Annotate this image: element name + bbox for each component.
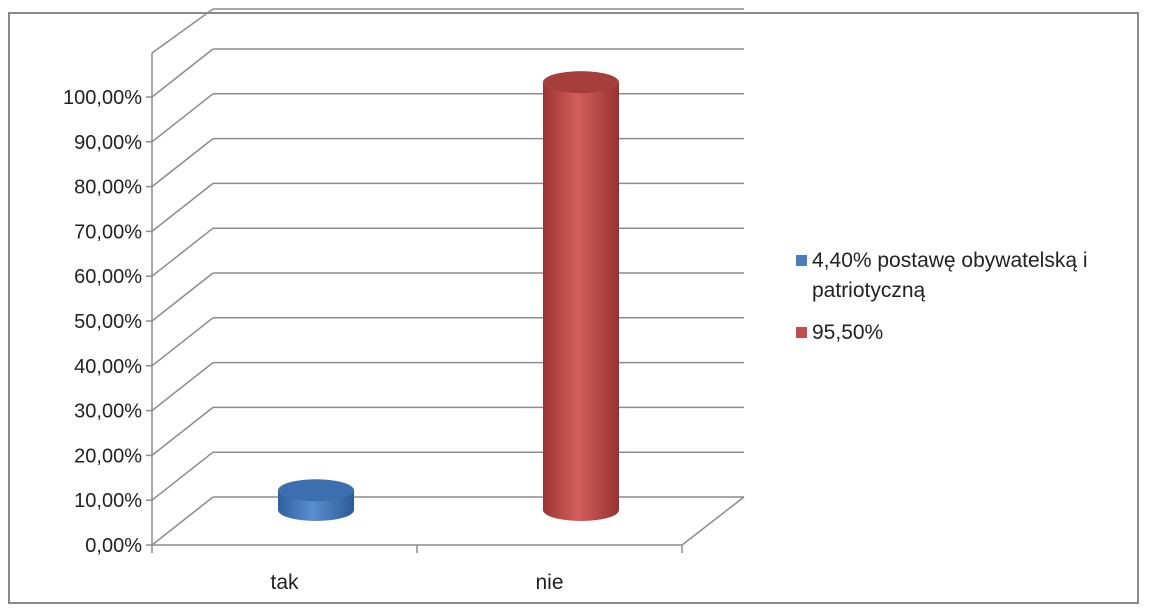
y-tick-label: 50,00% [74,311,142,333]
legend-item-series-2: 95,50% [796,318,1141,348]
y-tick-label: 10,00% [74,490,142,512]
legend-swatch-blue [796,255,807,266]
y-tick-label: 80,00% [74,177,142,199]
legend-label: 95,50% [812,321,884,344]
y-axis: 0,00% 10,00% 20,00% 30,00% 40,00% 50,00% 60,00… [63,8,744,557]
gridline-diagonal [151,496,214,546]
gridline-diagonal [151,451,214,501]
x-axis: tak nie [151,545,683,594]
gridline-diagonal [151,138,214,188]
gridline-diagonal [151,362,214,412]
gridline-diagonal [151,272,214,322]
gridline-diagonal [151,182,214,232]
bar-tak-top [278,479,354,502]
y-tick-label: 20,00% [74,445,142,467]
chart-walls [151,53,745,546]
gridline-diagonal [151,317,214,367]
y-tick-label: 40,00% [74,356,142,378]
legend: 4,40% postawę obywatelską i patriotyczną… [796,246,1141,360]
y-tick-label: 70,00% [74,221,142,243]
bar-nie-top [543,71,619,94]
gridline-diagonal [151,8,214,54]
y-tick-label: 100,00% [63,87,142,109]
gridline-diagonal [151,227,214,277]
x-tick-label: tak [270,571,299,594]
x-tick-label: nie [535,571,563,594]
bar-nie-body [543,82,619,521]
gridline-diagonal [151,48,214,98]
y-tick-label: 30,00% [74,401,142,423]
legend-item-series-1: 4,40% postawę obywatelską i patriotyczną [796,246,1141,306]
y-tick-label: 90,00% [74,132,142,154]
y-tick-label: 60,00% [74,266,142,288]
bars [278,71,619,521]
y-tick-label: 0,00% [85,535,142,557]
floor-right-edge [681,496,745,546]
legend-swatch-red [796,327,807,338]
gridline-diagonal [151,406,214,456]
legend-label: 4,40% postawę obywatelską i patriotyczną [812,249,1088,302]
gridline-diagonal [151,93,214,143]
